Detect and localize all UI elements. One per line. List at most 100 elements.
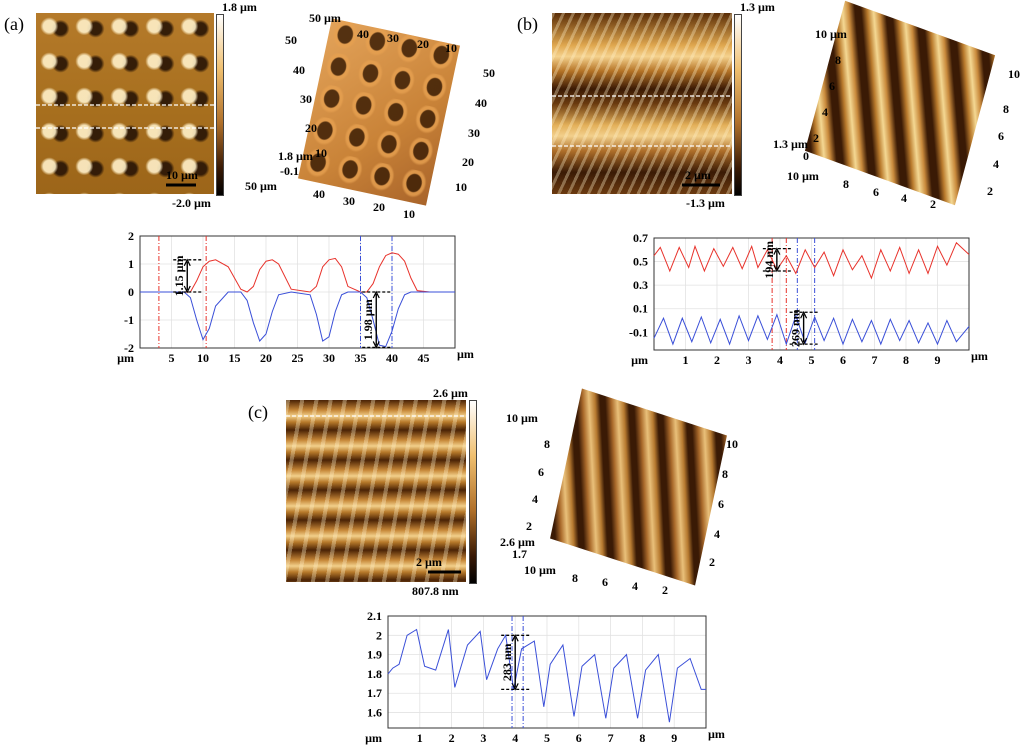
panel-b-3d-right-tick: 4 [993, 157, 999, 171]
panel-a-3d-top-tick: 10 [445, 41, 457, 55]
chart-a-series-line [140, 252, 455, 293]
panel-c-colorbar [469, 400, 477, 584]
chart-a-x-tick-label: 20 [260, 351, 272, 365]
panel-b-3d-left-tick: 4 [822, 105, 828, 119]
chart-c-y-tick-label: 1.9 [367, 648, 382, 662]
panel-c-3d-left-tick: 8 [544, 437, 550, 451]
chart-a-annot-label: 1.15 µm [172, 255, 186, 296]
chart-c-y-tick-label: 1.6 [367, 706, 382, 720]
panel-a-3d-right-tick: 50 [483, 66, 495, 80]
chart-b-annot-arrowhead [800, 310, 808, 319]
chart-c-annot-arrowhead [511, 683, 519, 691]
panel-c-3d-bottom-tick: 6 [602, 575, 608, 589]
panel-b-3d-top-label: 10 µm [815, 27, 847, 41]
panel-b-3d-z-min: 0 [803, 149, 809, 163]
chart-c-x-tick-label: 8 [639, 731, 645, 745]
panel-b-afm-3d: 10 µm 8 6 4 2 1.3 µm 0 10 µm 8 6 4 2 10 … [765, 0, 1020, 213]
panel-a-3d-top-tick: 40 [357, 27, 369, 41]
panel-c-afm-2d-image: 2 µm [286, 400, 466, 582]
panel-a-3d-z-min: -0.1 [280, 164, 299, 178]
panel-b-colorbar-max: 1.3 µm [740, 0, 775, 14]
panel-a-3d-bottom-tick: 30 [343, 194, 355, 208]
panel-b-3d-bottom-tick: 4 [901, 191, 907, 205]
chart-b-x-tick-label: 7 [872, 353, 878, 367]
chart-c-frame [387, 615, 707, 729]
chart-a-x-tick-label: 25 [292, 351, 304, 365]
chart-a-y-tick-label: -2 [124, 341, 134, 355]
chart-b-x-tick-label: 8 [903, 353, 909, 367]
panel-a-afm-2d-image: 10 µm [36, 13, 214, 194]
panel-b-profile-chart: 1 2 3 4 5 6 7 8 9 0.7 0.5 0.3 0.1 -0.1 µm µm 194 nm 269 n… [629, 231, 988, 367]
panel-b-3d-right-tick: 8 [1003, 102, 1009, 116]
chart-c-y-tick-label: 1.8 [367, 667, 382, 681]
chart-a-x-tick-label: 40 [386, 351, 398, 365]
panel-c-letter: (c) [248, 402, 268, 422]
panel-b-3d-bottom-left: 10 µm [787, 169, 819, 183]
chart-c-y-tick-label: 1.7 [367, 686, 382, 700]
panel-a-colorbar [216, 14, 224, 196]
chart-b-x-tick-label: 6 [840, 353, 846, 367]
panel-b-3d-bottom-tick: 2 [930, 197, 936, 211]
chart-a-x-tick-label: 15 [229, 351, 241, 365]
panel-c-3d-z-min: 1.7 [512, 547, 527, 561]
panel-a-letter: (a) [4, 14, 24, 34]
panel-b-3d-left-tick: 6 [829, 79, 835, 93]
chart-c-annot-arrowhead [511, 633, 519, 642]
panel-a-3d-bottom-left: 50 µm [245, 179, 277, 193]
panel-c-scalebar-label: 2 µm [416, 555, 442, 569]
panel-c-3d-right-tick: 4 [714, 527, 720, 541]
chart-b-x-tick-label: 5 [809, 353, 815, 367]
chart-a-x-tick-label: 30 [323, 351, 335, 365]
panel-b-afm-2d-image: 2 µm [552, 13, 732, 194]
chart-a-x-tick-label: 10 [197, 351, 209, 365]
panel-a-3d-bottom-tick: 20 [373, 200, 385, 214]
panel-b-afm-3d-axes: 10 µm 8 6 4 2 1.3 µm 0 10 µm 8 6 4 2 10 … [773, 27, 1020, 211]
panel-b-scalebar-label: 2 µm [685, 168, 711, 182]
chart-b-frame [653, 237, 970, 351]
chart-b-series-line [653, 313, 970, 346]
panel-a-colorbar-min: -2.0 µm [172, 196, 211, 210]
panel-c-3d-bottom-tick: 4 [632, 579, 638, 593]
panel-c-profile-chart: 1 2 3 4 5 6 7 8 9 2.1 2 1.9 1.8 1.7 1.6 µm µm 283 nm [365, 609, 725, 745]
chart-a-x-tick-label: 5 [169, 351, 175, 365]
panel-a-3d-left-tick: 50 [285, 33, 297, 47]
panel-a-3d-left-tick: 30 [300, 92, 312, 106]
chart-b-x-tick-label: 2 [714, 353, 720, 367]
chart-a-annot-label: 1.98 µm [361, 299, 375, 340]
chart-a-annot-arrowhead [372, 341, 380, 349]
chart-c-x-tick-label: 6 [576, 731, 582, 745]
panel-c-3d-right-tick: 2 [709, 555, 715, 569]
chart-b-annot-label: 194 nm [762, 241, 776, 279]
panel-a-afm-3d: 50 µm 40 30 20 10 50 40 30 20 10 50 40 3… [245, 10, 505, 225]
chart-a-annot-arrowhead [372, 290, 380, 299]
panel-a-3d-right-tick: 20 [462, 155, 474, 169]
panel-a-3d-left-tick: 40 [293, 63, 305, 77]
panel-b-3d-z-max: 1.3 µm [773, 137, 808, 151]
panel-c-3d-right-tick: 10 [726, 437, 738, 451]
chart-c-x-unit-left: µm [365, 731, 382, 745]
panel-b-3d-right-tick: 2 [987, 184, 993, 198]
panel-c-3d-z-max: 2.6 µm [500, 535, 535, 549]
panel-c-3d-right-tick: 8 [722, 467, 728, 481]
chart-a-x-unit-right: µm [457, 347, 474, 361]
panel-b-3d-right-tick: 6 [998, 129, 1004, 143]
chart-b-x-tick-label: 1 [683, 353, 689, 367]
chart-a-x-tick-label: 45 [418, 351, 430, 365]
panel-c-colorbar-min: 807.8 nm [412, 584, 459, 598]
panel-c-3d-top-label: 10 µm [506, 411, 538, 425]
chart-b-x-tick-label: 3 [746, 353, 752, 367]
panel-a-3d-left-tick: 10 [315, 146, 327, 160]
panel-b-3d-bottom-tick: 8 [843, 177, 849, 191]
panel-a-3d-top-label: 50 µm [309, 11, 341, 25]
chart-b-series-line [653, 241, 970, 280]
chart-b-y-tick-label: 0.7 [633, 231, 648, 245]
panel-c-3d-bottom-tick: 2 [662, 583, 668, 597]
panel-a-3d-bottom-tick: 10 [403, 207, 415, 221]
panel-a-3d-top-tick: 20 [417, 37, 429, 51]
panel-b-3d-left-tick: 2 [813, 131, 819, 145]
chart-b-y-tick-label: -0.1 [629, 325, 648, 339]
chart-b-x-tick-label: 4 [777, 353, 783, 367]
panel-b-3d-bottom-tick: 6 [873, 185, 879, 199]
panel-b-3d-left-tick: 8 [835, 53, 841, 67]
